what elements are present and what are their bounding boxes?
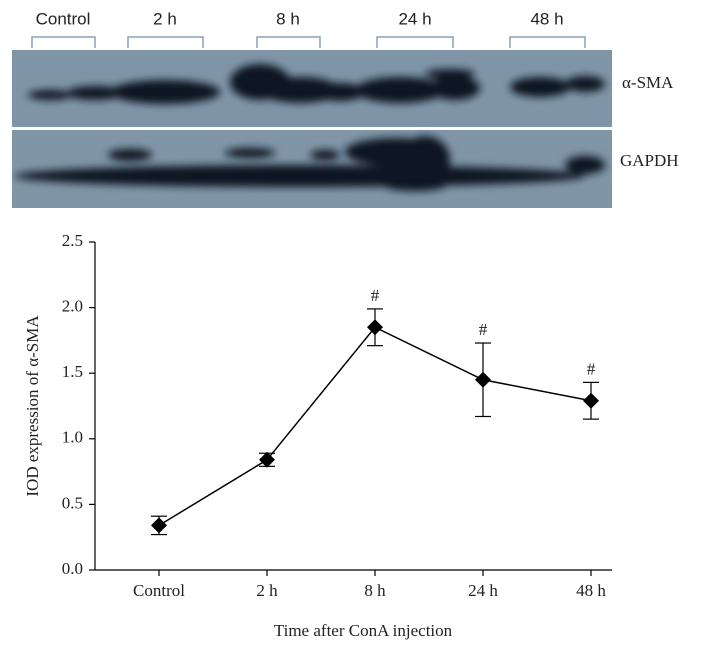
significance-label: # (479, 320, 488, 339)
y-tick-label: 2.5 (62, 231, 83, 250)
x-tick-label: 24 h (468, 581, 498, 600)
lane-labels: Control 2 h 8 h 24 h 48 h (36, 9, 564, 28)
marker (259, 451, 275, 468)
lane-label: Control (36, 9, 91, 28)
lane-label: 24 h (398, 9, 431, 28)
x-tick-label: 48 h (576, 581, 606, 600)
y-tick-label: 1.0 (62, 428, 83, 447)
lane-brackets (31, 36, 586, 48)
x-tick-label: 8 h (364, 581, 386, 600)
significance-label: # (371, 286, 380, 305)
x-tick-label: Control (133, 581, 185, 600)
y-tick-label: 0.5 (62, 493, 83, 512)
blot-bands (15, 64, 605, 191)
plot: 0.0 0.5 1.0 1.5 2.0 2.5 Control 2 h 8 h #24 h #48 … (62, 231, 612, 600)
band-label: α-SMA (622, 73, 674, 92)
lane-label: 8 h (276, 9, 300, 28)
y-axis-title: IOD expression of α-SMA (23, 315, 42, 497)
lane-label: 48 h (530, 9, 563, 28)
marker (583, 392, 599, 409)
x-tick-label: 2 h (256, 581, 278, 600)
band-label: GAPDH (620, 151, 679, 170)
western-blot: Control 2 h 8 h 24 h 48 h α-SMA GAPDH (12, 9, 679, 208)
y-tick-label: 1.5 (62, 362, 83, 381)
lane-label: 2 h (153, 9, 177, 28)
marker (151, 517, 167, 534)
marker (367, 319, 383, 336)
significance-label: # (587, 359, 596, 378)
x-axis-title: Time after ConA injection (274, 621, 453, 640)
y-tick-label: 2.0 (62, 297, 83, 316)
y-tick-label: 0.0 (62, 559, 83, 578)
line (158, 326, 592, 527)
marker (475, 371, 491, 388)
